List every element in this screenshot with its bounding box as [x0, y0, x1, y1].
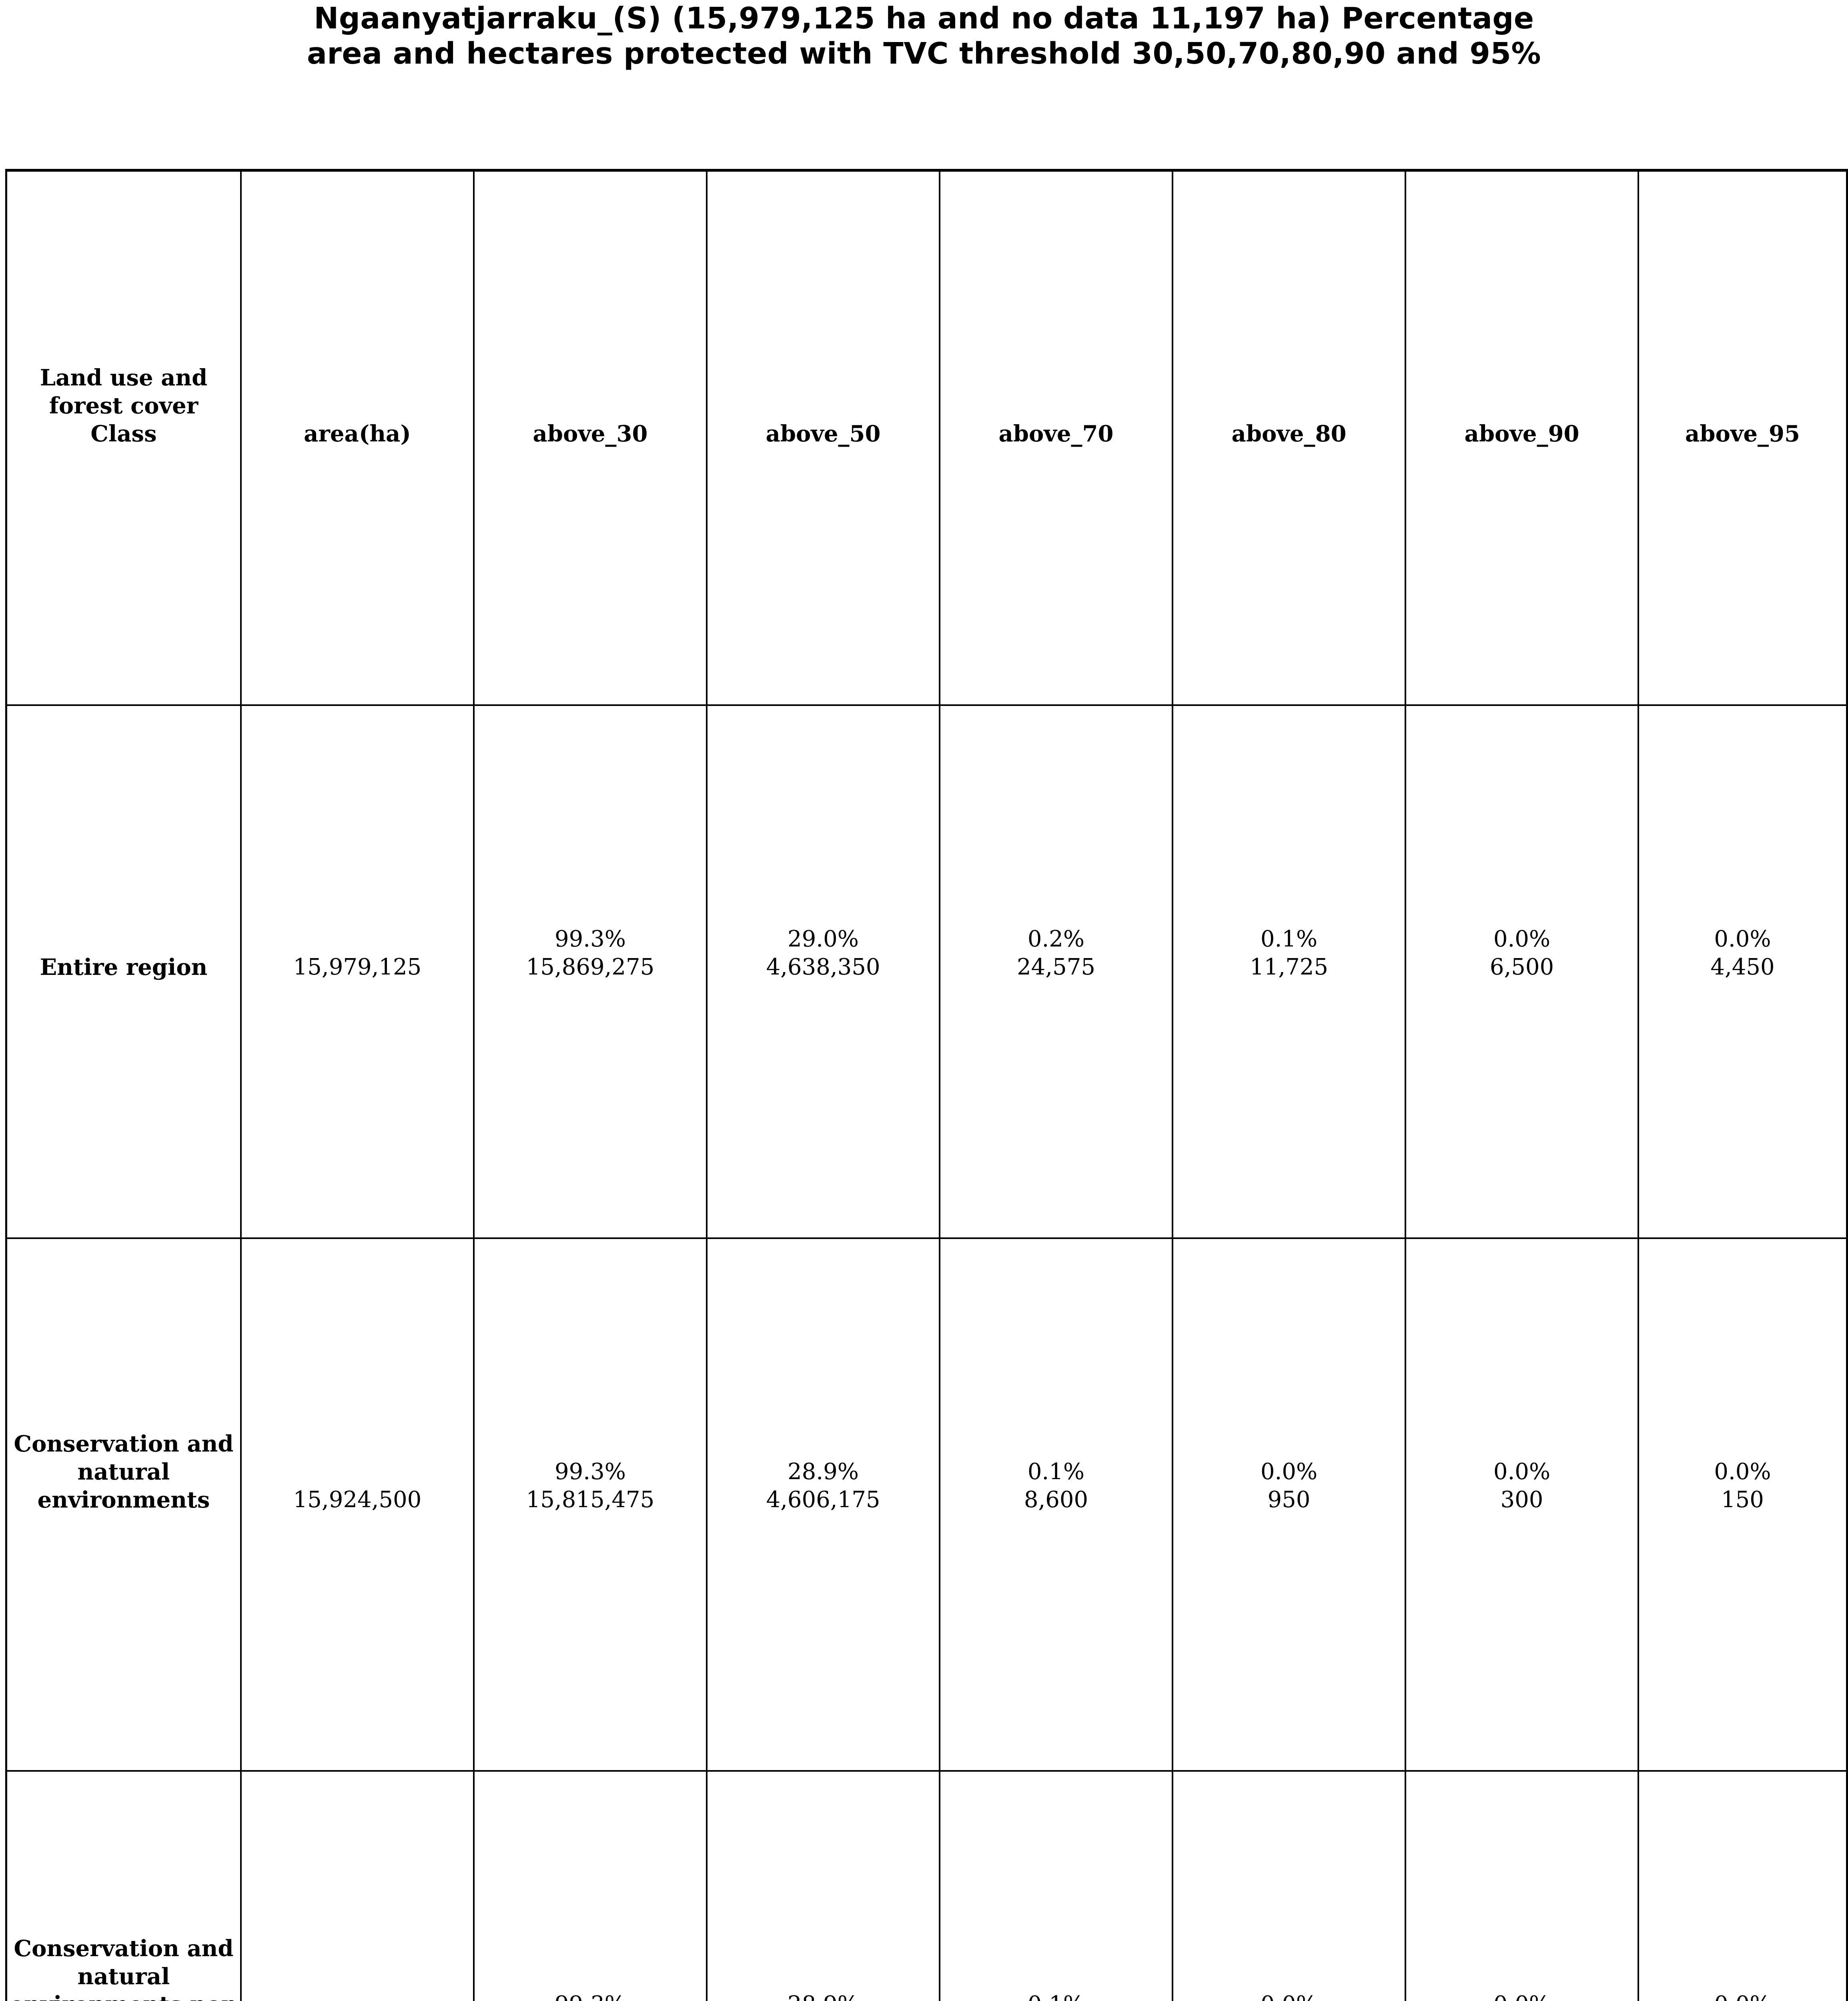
ha-value: 15,869,275 — [526, 954, 655, 980]
cell-area: 15,979,125 — [240, 704, 473, 1237]
pct-value: 28.9% — [710, 1991, 936, 2001]
row-label-conservation: Conservation and natural environments — [7, 1237, 240, 1770]
ha-value: 11,725 — [1250, 954, 1328, 980]
pct-value: 0.1% — [943, 1991, 1169, 2001]
ha-value: 150 — [1721, 1487, 1764, 1513]
ha-value: 4,450 — [1710, 954, 1775, 980]
cell-above-90: 0.0% 6,500 — [1405, 704, 1638, 1237]
cell-above-50: 29.0% 4,638,350 — [706, 704, 939, 1237]
pct-value: 29.0% — [788, 926, 859, 952]
report-title: Ngaanyatjarraku_(S) (15,979,125 ha and n… — [10, 1, 1838, 71]
pct-value: 0.0% — [1260, 1459, 1318, 1485]
header-cell-above-90: above_90 — [1405, 172, 1638, 705]
cell-above-70: 0.1%8,600 — [939, 1770, 1172, 2001]
cell-above-95: 0.0% 4,450 — [1638, 704, 1846, 1237]
cell-area: 15,923,550 — [240, 1770, 473, 2001]
tvc-threshold-table: Land use and forest cover Class area(ha)… — [5, 169, 1848, 2001]
cell-above-70: 0.1%8,600 — [939, 1237, 1172, 1770]
cell-above-30: 99.3% 15,815,475 — [473, 1237, 706, 1770]
cell-above-80: 0.0%950 — [1172, 1770, 1405, 2001]
cell-above-90: 0.0%300 — [1405, 1770, 1638, 2001]
cell-above-95: 0.0%150 — [1638, 1770, 1846, 2001]
cell-area: 15,924,500 — [240, 1237, 473, 1770]
header-cell-above-50: above_50 — [706, 172, 939, 705]
ha-value: 4,638,350 — [766, 954, 880, 980]
pct-value: 99.3% — [477, 1991, 704, 2001]
pct-value: 99.3% — [555, 926, 626, 952]
cell-above-30: 99.3% 15,869,275 — [473, 704, 706, 1237]
header-cell-above-80: above_80 — [1172, 172, 1405, 705]
pct-value: 0.2% — [1027, 926, 1085, 952]
header-cell-above-95: above_95 — [1638, 172, 1846, 705]
pct-value: 0.0% — [1642, 1991, 1844, 2001]
pct-value: 0.0% — [1409, 1991, 1635, 2001]
cell-above-70: 0.2% 24,575 — [939, 704, 1172, 1237]
header-cell-above-70: above_70 — [939, 172, 1172, 705]
report-title-line-2: area and hectares protected with TVC thr… — [307, 36, 1541, 71]
cell-above-80: 0.0%950 — [1172, 1237, 1405, 1770]
cell-above-90: 0.0%300 — [1405, 1237, 1638, 1770]
header-cell-class: Land use and forest cover Class — [7, 172, 240, 705]
pct-value: 0.0% — [1176, 1991, 1402, 2001]
cell-above-50: 28.9%4,605,750 — [706, 1770, 939, 2001]
ha-value: 300 — [1500, 1487, 1543, 1513]
ha-value: 8,600 — [1024, 1487, 1088, 1513]
ha-value: 15,815,475 — [526, 1487, 655, 1513]
ha-value: 950 — [1267, 1487, 1311, 1513]
pct-value: 0.0% — [1493, 1459, 1551, 1485]
header-cell-above-30: above_30 — [473, 172, 706, 705]
ha-value: 4,606,175 — [766, 1487, 880, 1513]
row-label-conservation-non-forest: Conservation and natural environments no… — [7, 1770, 240, 2001]
ha-value: 24,575 — [1017, 954, 1095, 980]
pct-value: 0.0% — [1493, 926, 1551, 952]
pct-value: 0.0% — [1714, 1459, 1771, 1485]
ha-value: 6,500 — [1489, 954, 1554, 980]
cell-above-80: 0.1% 11,725 — [1172, 704, 1405, 1237]
header-cell-area: area(ha) — [240, 172, 473, 705]
pct-value: 99.3% — [555, 1459, 626, 1485]
row-label-entire-region: Entire region — [7, 704, 240, 1237]
report-title-line-1: Ngaanyatjarraku_(S) (15,979,125 ha and n… — [314, 1, 1534, 36]
pct-value: 0.1% — [1027, 1459, 1085, 1485]
cell-above-30: 99.3%15,814,525 — [473, 1770, 706, 2001]
pct-value: 28.9% — [788, 1459, 859, 1485]
pct-value: 0.1% — [1260, 926, 1318, 952]
cell-above-50: 28.9% 4,606,175 — [706, 1237, 939, 1770]
pct-value: 0.0% — [1714, 926, 1771, 952]
cell-above-95: 0.0%150 — [1638, 1237, 1846, 1770]
